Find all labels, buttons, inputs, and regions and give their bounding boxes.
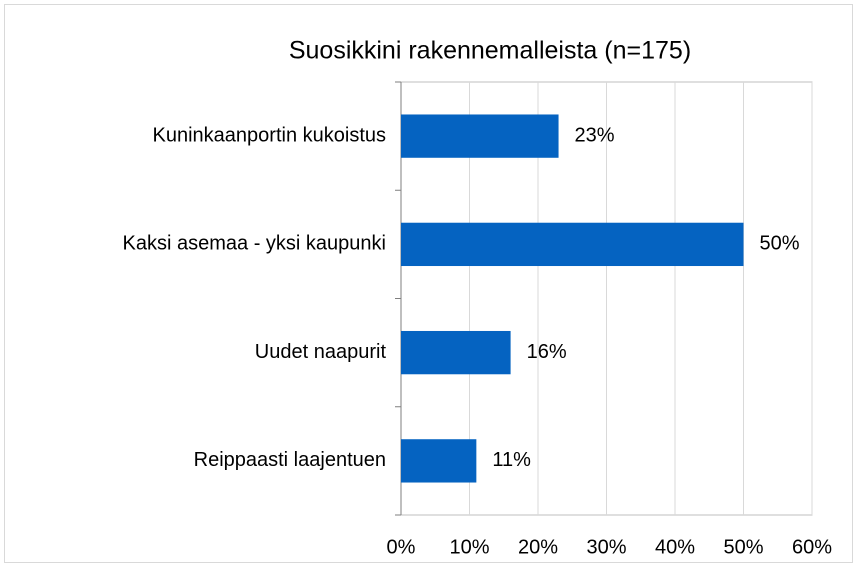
bar (401, 114, 559, 158)
chart-title: Suosikkini rakennemalleista (n=175) (289, 37, 691, 65)
x-tick-label: 10% (449, 536, 489, 558)
data-label: 16% (527, 341, 567, 363)
data-label: 23% (575, 124, 615, 146)
x-tick-label: 50% (723, 536, 763, 558)
y-tick-label: Reippaasti laajentuen (194, 449, 386, 471)
y-tick-label: Kuninkaanportin kukoistus (153, 124, 386, 146)
y-tick-label: Uudet naapurit (255, 341, 387, 363)
x-tick-label: 0% (387, 536, 416, 558)
x-tick-label: 60% (792, 536, 832, 558)
bar (401, 222, 744, 267)
bar (401, 330, 511, 375)
data-label: 11% (492, 449, 531, 471)
x-tick-label: 20% (518, 536, 558, 558)
y-tick-label: Kaksi asemaa - yksi kaupunki (123, 233, 386, 255)
bar (401, 439, 477, 483)
x-tick-label: 30% (586, 536, 626, 558)
x-tick-label: 40% (655, 536, 695, 558)
data-label: 50% (760, 233, 800, 255)
